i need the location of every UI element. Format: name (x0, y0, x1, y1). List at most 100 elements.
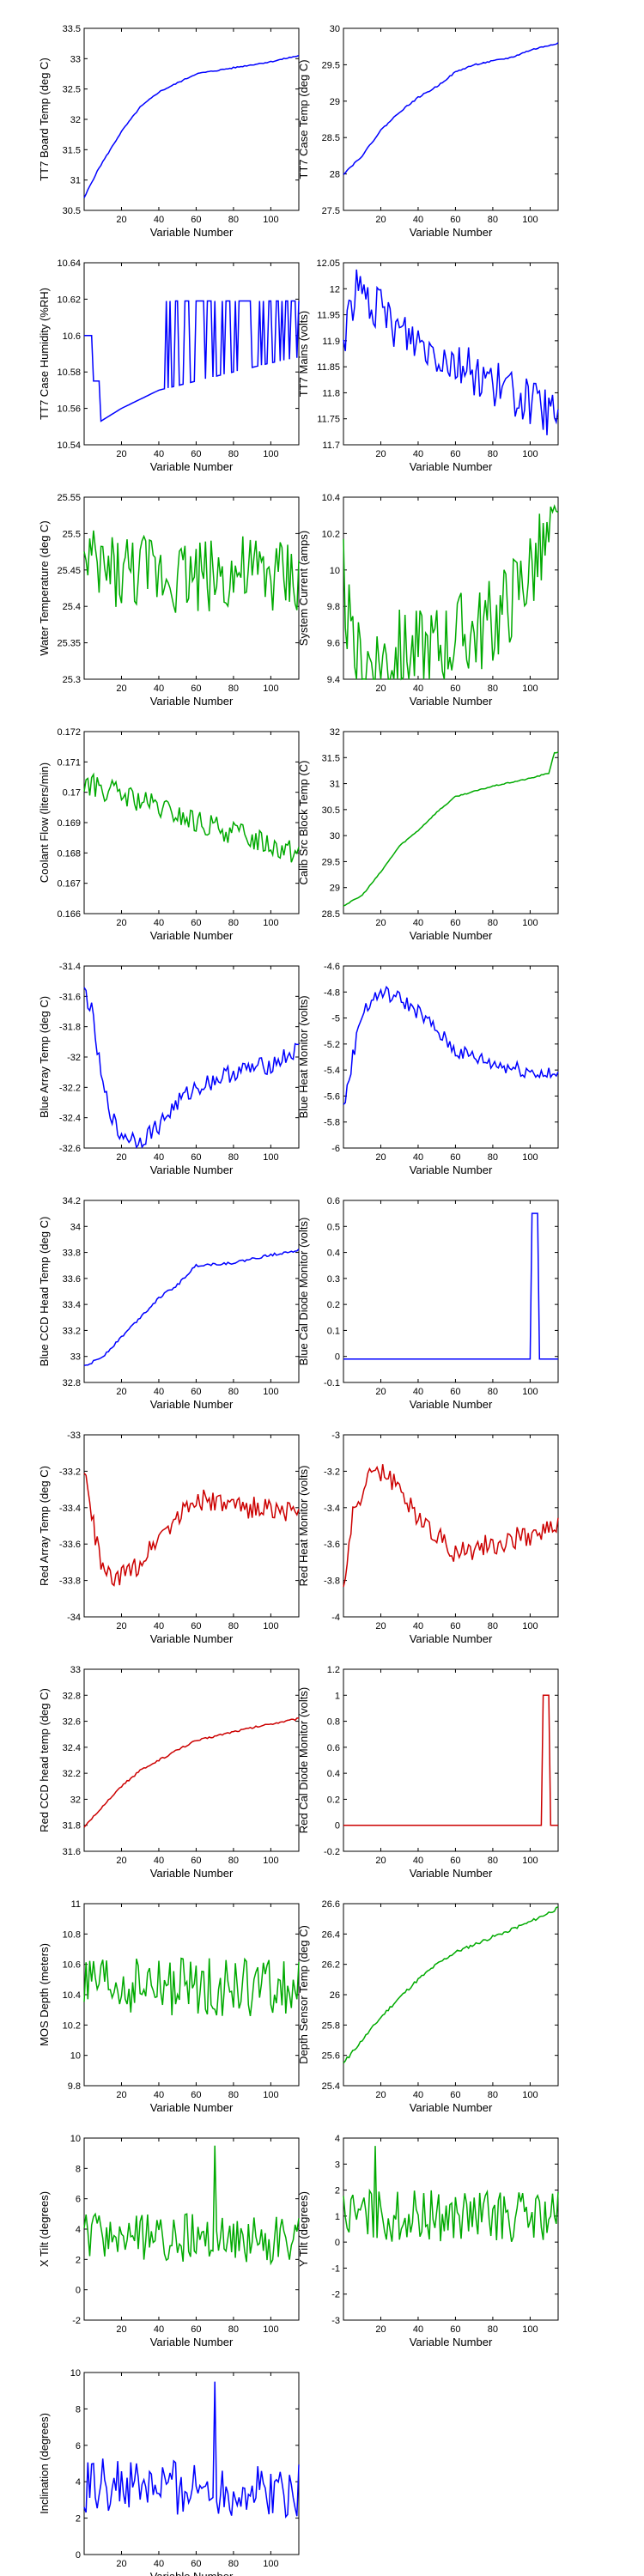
x-tick-label: 100 (522, 918, 538, 928)
y-tick-label: -33 (67, 1431, 81, 1441)
y-axis-label: TT7 Board Temp (deg C) (38, 58, 51, 181)
x-tick-label: 80 (228, 1387, 239, 1397)
y-tick-label: 11.85 (317, 362, 340, 373)
series-line (343, 985, 559, 1105)
x-tick-label: 100 (522, 2090, 538, 2100)
plot-frame (83, 965, 300, 1149)
x-tick-label: 40 (413, 918, 423, 928)
x-tick-label: 40 (413, 683, 423, 694)
y-tick-label: 33 (70, 1665, 81, 1675)
plot-frame (83, 731, 300, 914)
y-tick-label: 32 (70, 115, 81, 125)
x-tick-label: 60 (191, 2559, 201, 2569)
y-tick-label: 11 (71, 1899, 81, 1910)
x-tick-label: 100 (263, 449, 278, 459)
y-tick-label: 9.8 (68, 2081, 81, 2092)
y-tick-label: -0.1 (324, 1378, 340, 1388)
y-tick-label: -1 (331, 2263, 340, 2274)
chart-panel: -4 -3.8 -3.6 -3.4 -3.2 -3 20 40 60 80 100 Variable … (297, 1431, 559, 1645)
plot-frame (83, 1200, 300, 1383)
y-tick-label: 10.8 (63, 1929, 81, 1940)
chart-panel: 11.7 11.75 11.8 11.85 11.9 11.95 12 12.05 20 40 60… (297, 258, 559, 473)
y-tick-label: -33.2 (59, 1467, 81, 1477)
x-tick-label: 40 (154, 1621, 164, 1631)
x-tick-label: 40 (413, 2324, 423, 2335)
x-tick-label: 20 (116, 2324, 126, 2335)
x-tick-label: 80 (488, 449, 498, 459)
y-tick-label: 10.2 (322, 529, 340, 539)
y-tick-label: 12 (330, 284, 340, 295)
y-tick-label: 0.8 (327, 1717, 340, 1728)
y-tick-label: -5 (331, 1014, 340, 1024)
y-tick-label: 3 (335, 2160, 340, 2170)
y-tick-label: 0.168 (57, 848, 81, 859)
x-tick-label: 40 (413, 449, 423, 459)
y-tick-label: 0.6 (327, 1743, 340, 1753)
x-tick-label: 20 (375, 1856, 386, 1866)
chart-panel: 31.6 31.8 32 32.2 32.4 32.6 32.8 33 20 40 60 80 100 V… (38, 1665, 300, 1880)
y-tick-label: 31 (70, 176, 81, 186)
x-tick-label: 20 (375, 2324, 386, 2335)
y-tick-label: 33.4 (63, 1300, 81, 1310)
x-tick-label: 100 (522, 2324, 538, 2335)
y-tick-label: -32.2 (59, 1083, 81, 1093)
series-line (343, 1464, 559, 1588)
x-tick-label: 80 (228, 2090, 239, 2100)
series-line (83, 1473, 300, 1587)
x-tick-label: 100 (263, 2559, 278, 2569)
chart-panel: 0.166 0.167 0.168 0.169 0.17 0.171 0.172 20 40 60… (38, 727, 300, 942)
y-tick-label: 25.5 (63, 529, 81, 539)
x-tick-label: 40 (154, 215, 164, 225)
y-tick-label: 0.2 (327, 1795, 340, 1805)
y-axis-label: System Current (amps) (297, 531, 310, 646)
series-line (343, 1906, 559, 2064)
y-tick-label: 25.4 (322, 2081, 340, 2092)
y-axis-label: Y Tilt (degrees) (297, 2191, 310, 2267)
x-axis-label: Variable Number (410, 1163, 493, 1176)
y-tick-label: -31.8 (59, 1023, 81, 1033)
x-tick-label: 20 (375, 1152, 386, 1163)
x-tick-label: 100 (522, 1152, 538, 1163)
y-axis-label: Red Array Temp (deg C) (38, 1466, 51, 1586)
x-tick-label: 80 (228, 1856, 239, 1866)
x-tick-label: 80 (228, 2324, 239, 2335)
x-tick-label: 80 (228, 2559, 239, 2569)
y-tick-label: 30 (330, 831, 340, 841)
x-tick-label: 40 (154, 449, 164, 459)
y-tick-label: 31.5 (322, 753, 340, 763)
x-tick-label: 100 (263, 2324, 278, 2335)
y-tick-label: 10.4 (322, 493, 340, 503)
y-tick-label: 31.8 (63, 1821, 81, 1832)
y-tick-label: 0 (76, 2286, 81, 2296)
y-axis-label: X Tilt (degrees) (38, 2191, 51, 2267)
x-tick-label: 80 (488, 918, 498, 928)
x-tick-label: 100 (263, 918, 278, 928)
series-line (343, 2146, 559, 2243)
y-tick-label: 10.6 (63, 331, 81, 342)
x-tick-label: 40 (413, 1856, 423, 1866)
y-tick-label: -2 (72, 2316, 81, 2326)
y-tick-label: 6 (76, 2195, 81, 2205)
y-axis-label: Inclination (degrees) (38, 2413, 51, 2514)
y-tick-label: 32 (330, 727, 340, 738)
y-tick-label: 10.62 (57, 295, 81, 305)
chart-panel: -0.2 0 0.2 0.4 0.6 0.8 1 1.2 20 40 60 80 100 Variable… (297, 1665, 559, 1880)
y-tick-label: 32.8 (63, 1691, 81, 1701)
plot-frame (343, 1200, 559, 1383)
y-tick-label: -4.6 (324, 962, 340, 972)
x-tick-label: 20 (116, 1856, 126, 1866)
chart-panel: 10.54 10.56 10.58 10.6 10.62 10.64 20 40 60 80 100… (38, 258, 300, 473)
chart-panel: -34 -33.8 -33.6 -33.4 -33.2 -33 20 40 60 80 100 Var… (38, 1431, 300, 1645)
y-tick-label: -33.8 (59, 1577, 81, 1587)
x-axis-label: Variable Number (150, 929, 234, 942)
x-tick-label: 80 (488, 1152, 498, 1163)
y-tick-label: -3.8 (324, 1577, 340, 1587)
x-tick-label: 80 (488, 1387, 498, 1397)
x-tick-label: 60 (191, 918, 201, 928)
x-axis-label: Variable Number (150, 2336, 234, 2348)
x-tick-label: 60 (450, 1621, 460, 1631)
x-tick-label: 60 (450, 449, 460, 459)
x-tick-label: 60 (191, 449, 201, 459)
x-tick-label: 40 (154, 2559, 164, 2569)
y-axis-label: Blue Heat Monitor (volts) (297, 995, 310, 1118)
